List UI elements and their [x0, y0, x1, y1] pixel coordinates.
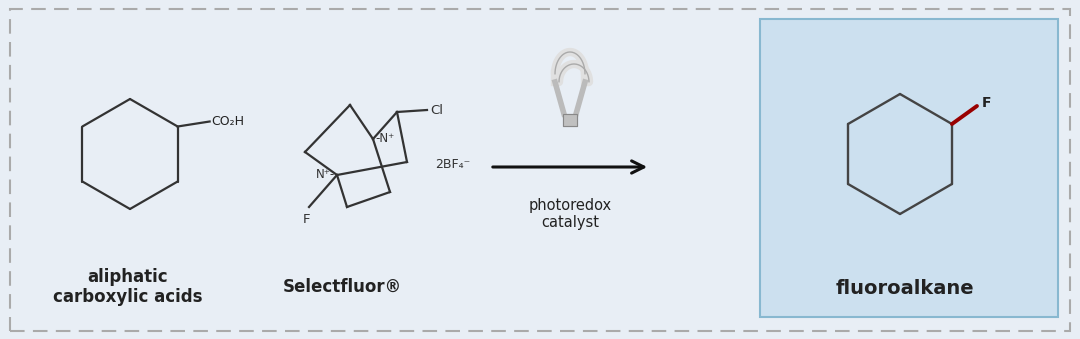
Bar — [563, 114, 577, 126]
FancyBboxPatch shape — [760, 19, 1058, 317]
FancyBboxPatch shape — [10, 9, 1070, 331]
Text: -N⁺: -N⁺ — [375, 133, 394, 145]
Bar — [563, 114, 577, 126]
Text: N⁺-: N⁺- — [315, 168, 335, 181]
Text: aliphatic
carboxylic acids: aliphatic carboxylic acids — [53, 267, 203, 306]
Text: 2BF₄⁻: 2BF₄⁻ — [435, 159, 470, 172]
Text: Selectfluor®: Selectfluor® — [283, 278, 402, 296]
Text: photoredox
catalyst: photoredox catalyst — [528, 198, 611, 230]
Text: Cl: Cl — [430, 103, 443, 117]
Text: F: F — [982, 96, 991, 110]
Text: CO₂H: CO₂H — [212, 115, 245, 127]
Text: F: F — [303, 213, 311, 226]
Text: fluoroalkane: fluoroalkane — [836, 279, 974, 299]
